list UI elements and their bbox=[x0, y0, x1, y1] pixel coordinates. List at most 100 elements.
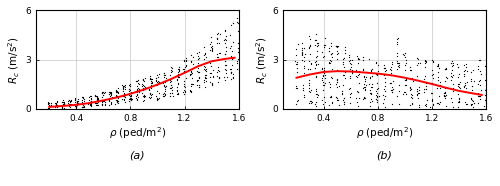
Point bbox=[200, 80, 208, 83]
Point bbox=[134, 79, 142, 82]
Point bbox=[366, 105, 374, 108]
Point bbox=[60, 102, 68, 105]
Point bbox=[206, 49, 214, 52]
Point bbox=[300, 83, 308, 86]
Point bbox=[300, 52, 308, 55]
Point bbox=[180, 93, 188, 96]
Point bbox=[133, 88, 141, 91]
Point bbox=[86, 99, 94, 102]
Point bbox=[394, 62, 402, 65]
Point bbox=[138, 79, 146, 82]
Point bbox=[381, 80, 389, 83]
Point bbox=[114, 91, 122, 94]
Point bbox=[327, 42, 335, 45]
Point bbox=[396, 90, 404, 93]
Point bbox=[338, 63, 346, 66]
Point bbox=[195, 85, 203, 88]
Point bbox=[312, 39, 320, 42]
Point bbox=[91, 102, 99, 105]
Point bbox=[298, 52, 306, 55]
Point bbox=[338, 92, 346, 94]
Point bbox=[393, 61, 401, 64]
Point bbox=[460, 68, 468, 71]
Point bbox=[380, 67, 388, 70]
Point bbox=[78, 98, 86, 101]
Point bbox=[58, 103, 66, 106]
Point bbox=[362, 89, 370, 92]
Point bbox=[318, 75, 326, 78]
Point bbox=[193, 79, 201, 82]
Point bbox=[372, 87, 380, 90]
Point bbox=[360, 86, 368, 89]
Point bbox=[195, 84, 203, 87]
Point bbox=[332, 45, 340, 48]
Point bbox=[358, 67, 366, 70]
Point bbox=[52, 102, 60, 105]
Point bbox=[214, 52, 222, 54]
Point bbox=[98, 102, 106, 105]
Point bbox=[160, 84, 168, 86]
Point bbox=[60, 107, 68, 110]
Point bbox=[435, 94, 443, 97]
Point bbox=[360, 69, 368, 72]
Point bbox=[207, 72, 215, 75]
Point bbox=[348, 68, 356, 71]
Point bbox=[173, 77, 181, 80]
Point bbox=[474, 65, 482, 68]
Point bbox=[341, 49, 349, 52]
Point bbox=[71, 98, 79, 101]
Point bbox=[429, 103, 437, 106]
Point bbox=[408, 94, 416, 97]
Point bbox=[120, 97, 128, 100]
Point bbox=[228, 55, 235, 58]
Point bbox=[426, 92, 434, 94]
Point bbox=[161, 87, 169, 90]
Point bbox=[341, 52, 349, 55]
Point bbox=[188, 67, 196, 70]
Point bbox=[483, 101, 491, 104]
Point bbox=[340, 57, 348, 60]
Point bbox=[407, 88, 415, 91]
Point bbox=[333, 97, 341, 100]
Point bbox=[222, 38, 230, 41]
Point bbox=[306, 100, 314, 102]
Point bbox=[326, 104, 334, 107]
Point bbox=[127, 97, 135, 100]
Point bbox=[387, 89, 395, 92]
Point bbox=[320, 74, 328, 77]
Point bbox=[187, 89, 195, 92]
Point bbox=[66, 98, 74, 101]
Point bbox=[476, 69, 484, 72]
Point bbox=[154, 80, 162, 83]
Point bbox=[388, 89, 396, 92]
Point bbox=[202, 52, 209, 55]
Point bbox=[119, 86, 127, 89]
Point bbox=[482, 92, 490, 94]
Point bbox=[480, 104, 488, 107]
Point bbox=[236, 35, 244, 38]
Point bbox=[307, 62, 315, 65]
Point bbox=[182, 65, 190, 68]
Point bbox=[215, 70, 223, 73]
Point bbox=[152, 76, 160, 79]
Point bbox=[168, 86, 175, 89]
Point bbox=[186, 69, 194, 72]
Point bbox=[456, 97, 464, 100]
Point bbox=[200, 66, 208, 69]
Point bbox=[228, 71, 235, 74]
Point bbox=[174, 82, 182, 85]
Point bbox=[374, 63, 382, 66]
Point bbox=[114, 101, 122, 104]
Point bbox=[320, 102, 328, 105]
Point bbox=[133, 91, 141, 94]
Point bbox=[173, 86, 181, 89]
Point bbox=[380, 88, 388, 91]
Point bbox=[84, 102, 92, 105]
Point bbox=[60, 101, 68, 104]
Point bbox=[482, 67, 490, 70]
Point bbox=[393, 41, 401, 44]
Point bbox=[94, 98, 102, 101]
Point bbox=[402, 84, 410, 87]
Point bbox=[312, 105, 320, 108]
Point bbox=[460, 74, 468, 77]
